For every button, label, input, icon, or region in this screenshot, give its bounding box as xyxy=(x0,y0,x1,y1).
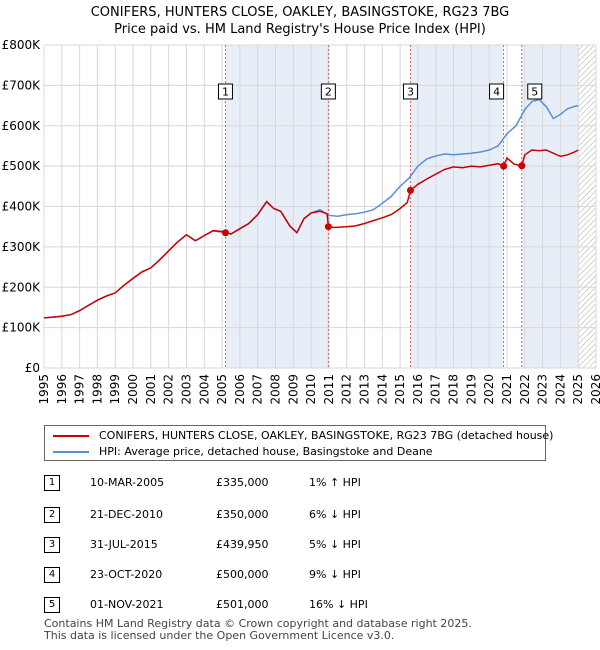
x-tick-label: 2021 xyxy=(500,374,514,405)
sale-marker-box xyxy=(217,83,233,100)
x-tick-label: 2014 xyxy=(375,374,389,405)
sale-point xyxy=(500,162,508,170)
y-tick-label: £700K xyxy=(2,78,42,92)
x-tick-label: 2025 xyxy=(571,374,585,405)
footer: Contains HM Land Registry data © Crown c… xyxy=(44,618,472,642)
x-tick-label: 2017 xyxy=(429,374,443,405)
x-tick-label: 2003 xyxy=(179,374,193,405)
legend-label-hpi: HPI: Average price, detached house, Basi… xyxy=(99,445,433,458)
y-tick-label: £200K xyxy=(2,280,42,294)
tx-hpi: 6% ↓ HPI xyxy=(309,508,361,521)
tx-date: 23-OCT-2020 xyxy=(90,568,163,581)
x-tick-label: 2004 xyxy=(197,374,211,405)
x-tick-label: 2015 xyxy=(393,374,407,405)
table-row: 1 10-MAR-2005 £335,000 1% ↑ HPI xyxy=(44,475,444,491)
y-tick-label: £800K xyxy=(2,38,42,52)
y-tick-label: £300K xyxy=(2,240,42,254)
tx-hpi: 1% ↑ HPI xyxy=(309,476,361,489)
tx-number: 3 xyxy=(44,537,60,553)
tx-price: £500,000 xyxy=(216,568,269,581)
sale-marker-box xyxy=(320,83,336,100)
legend-swatch-property xyxy=(53,435,89,437)
x-tick-label: 2012 xyxy=(340,374,354,405)
legend: CONIFERS, HUNTERS CLOSE, OAKLEY, BASINGS… xyxy=(44,425,553,461)
tx-date: 21-DEC-2010 xyxy=(90,508,164,521)
property-line xyxy=(43,149,579,319)
tx-hpi: 16% ↓ HPI xyxy=(309,598,368,611)
footer-line-2: This data is licensed under the Open Gov… xyxy=(44,629,395,642)
sale-marker-box xyxy=(489,83,505,100)
y-tick-label: £0 xyxy=(25,361,40,375)
x-tick-label: 2011 xyxy=(322,374,336,405)
x-tick-label: 2024 xyxy=(553,374,567,405)
x-tick-label: 1999 xyxy=(108,374,122,405)
x-tick-label: 2000 xyxy=(126,374,140,405)
tx-price: £439,950 xyxy=(216,538,269,551)
x-tick-label: 2006 xyxy=(233,374,247,405)
x-tick-label: 2001 xyxy=(144,374,158,405)
x-tick-label: 2013 xyxy=(358,374,372,405)
y-tick-label: £100K xyxy=(2,321,42,335)
x-tick-label: 1998 xyxy=(90,374,104,405)
sale-marker-label: 3 xyxy=(407,86,414,99)
table-row: 2 21-DEC-2010 £350,000 6% ↓ HPI xyxy=(44,507,444,523)
price-chart: 1 2 3 4 5 £0 £100K £200K £300K £400K £500K £600K £70… xyxy=(2,38,600,405)
tx-date: 31-JUL-2015 xyxy=(90,538,158,551)
y-tick-label: £500K xyxy=(2,159,42,173)
tx-number: 1 xyxy=(44,475,60,491)
tx-number: 5 xyxy=(44,597,60,613)
tx-date: 10-MAR-2005 xyxy=(90,476,165,489)
legend-label-property: CONIFERS, HUNTERS CLOSE, OAKLEY, BASINGS… xyxy=(99,429,554,442)
title-line-2: Price paid vs. HM Land Registry's House … xyxy=(114,22,486,37)
x-tick-label: 2008 xyxy=(268,374,282,405)
x-tick-label: 2002 xyxy=(162,374,176,405)
x-tick-label: 1996 xyxy=(55,374,69,405)
title-line-1: CONIFERS, HUNTERS CLOSE, OAKLEY, BASINGS… xyxy=(90,5,510,20)
x-tick-label: 2007 xyxy=(251,374,265,405)
tx-price: £350,000 xyxy=(216,508,269,521)
x-tick-label: 2023 xyxy=(536,374,550,405)
x-tick-label: 2009 xyxy=(286,374,300,405)
y-tick-label: £400K xyxy=(2,200,42,214)
sale-point xyxy=(518,162,526,170)
x-tick-label: 1995 xyxy=(37,374,51,405)
footer-line-1: Contains HM Land Registry data © Crown c… xyxy=(44,617,472,630)
sale-marker-label: 2 xyxy=(325,86,332,99)
sale-marker-label: 5 xyxy=(531,86,538,99)
tx-hpi: 9% ↓ HPI xyxy=(309,568,361,581)
y-tick-label: £600K xyxy=(2,119,42,133)
sale-marker-label: 1 xyxy=(222,86,229,99)
x-tick-label: 2010 xyxy=(304,374,318,405)
x-tick-label: 2020 xyxy=(482,374,496,405)
table-row: 4 23-OCT-2020 £500,000 9% ↓ HPI xyxy=(44,567,444,583)
sale-point xyxy=(406,186,414,194)
tx-number: 2 xyxy=(44,507,60,523)
x-tick-label: 2005 xyxy=(215,374,229,405)
x-tick-label: 1997 xyxy=(73,374,87,405)
x-tick-label: 2022 xyxy=(518,374,532,405)
tx-date: 01-NOV-2021 xyxy=(90,598,164,611)
table-row: 5 01-NOV-2021 £501,000 16% ↓ HPI xyxy=(44,597,444,613)
legend-swatch-hpi xyxy=(53,451,89,453)
sale-marker-label: 4 xyxy=(493,86,500,99)
table-row: 3 31-JUL-2015 £439,950 5% ↓ HPI xyxy=(44,537,444,553)
tx-hpi: 5% ↓ HPI xyxy=(309,538,361,551)
x-tick-label: 2019 xyxy=(464,374,478,405)
tx-price: £501,000 xyxy=(216,598,269,611)
tx-number: 4 xyxy=(44,567,60,583)
sale-marker-box xyxy=(527,83,543,100)
sale-point xyxy=(221,229,229,237)
sale-marker-box xyxy=(402,83,418,100)
chart-title: CONIFERS, HUNTERS CLOSE, OAKLEY, BASINGS… xyxy=(0,4,600,38)
x-tick-label: 2016 xyxy=(411,374,425,405)
tx-price: £335,000 xyxy=(216,476,269,489)
x-tick-label: 2026 xyxy=(589,374,600,405)
x-tick-label: 2018 xyxy=(447,374,461,405)
sale-point xyxy=(324,223,332,231)
